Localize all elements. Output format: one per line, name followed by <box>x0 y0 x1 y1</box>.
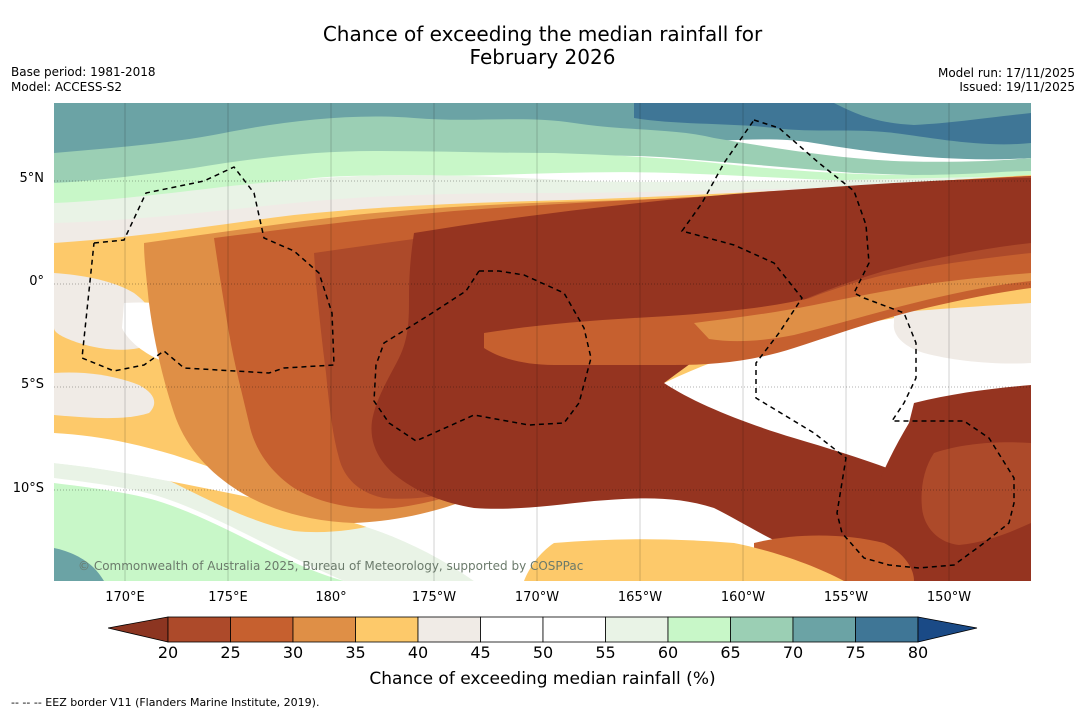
issued-label: Issued: 19/11/2025 <box>959 80 1075 94</box>
colorbar-segment <box>667 616 731 643</box>
colorbar-segment <box>542 616 606 643</box>
colorbar-segment <box>167 616 231 643</box>
colorbar-segment <box>230 616 294 643</box>
region-deep-teal-north <box>634 103 1031 145</box>
lat-tick-5n: 5°N <box>19 171 45 186</box>
region-yellow-southeast <box>524 539 844 581</box>
lon-tick-170w: 170°W <box>514 590 560 605</box>
lon-tick-170e: 170°E <box>105 590 145 605</box>
lon-tick-155w: 155°W <box>823 590 869 605</box>
colorbar-label: 30 <box>282 643 304 662</box>
map-gridlines <box>54 180 1031 491</box>
map-meridians <box>124 103 950 581</box>
colorbar-segment <box>792 616 856 643</box>
eez-border-phoenix <box>373 270 592 442</box>
region-beige-west-2 <box>54 372 155 419</box>
colorbar-label: 50 <box>532 643 554 662</box>
region-green-north <box>54 116 1031 188</box>
region-brown-southeast <box>921 442 1031 545</box>
colorbar-segment <box>855 616 919 643</box>
chart-title-line1: Chance of exceeding the median rainfall … <box>322 22 763 46</box>
base-period-label: Base period: 1981-2018 <box>11 65 156 79</box>
eez-borders <box>81 119 1015 569</box>
colorbar-label: 55 <box>595 643 616 662</box>
colorbar-over-arrow <box>917 616 978 643</box>
lat-tick-0: 0° <box>29 274 44 289</box>
rainfall-probability-map <box>54 103 1031 581</box>
chart-title-line2: February 2026 <box>469 45 616 69</box>
region-deep-brown-core <box>371 178 1031 575</box>
colorbar-title: Chance of exceeding median rainfall (%) <box>369 669 716 689</box>
colorbar-segment <box>355 616 419 643</box>
colorbar-label: 75 <box>845 643 866 662</box>
colorbar-label: 80 <box>907 643 929 662</box>
region-light-green-north <box>54 151 1031 208</box>
colorbar-segment <box>605 616 669 643</box>
region-green-southwest <box>54 483 344 581</box>
colorbar-under-arrow <box>108 616 169 643</box>
lat-tick-10s: 10°S <box>12 481 44 496</box>
model-run-label: Model run: 17/11/2025 <box>937 66 1075 80</box>
lon-tick-165w: 165°W <box>617 590 663 605</box>
region-pale-green-north <box>54 175 1031 228</box>
eez-legend-footer: -- -- -- EEZ border V11 (Flanders Marine… <box>11 696 320 709</box>
colorbar-label: 35 <box>345 643 366 662</box>
copyright-notice: © Commonwealth of Australia 2025, Bureau… <box>78 559 584 573</box>
colorbar-segment <box>480 616 544 643</box>
colorbar-label: 45 <box>470 643 491 662</box>
colorbar-label: 25 <box>220 643 241 662</box>
colorbar-segments <box>167 616 919 643</box>
lon-tick-175w: 175°W <box>411 590 457 605</box>
lon-tick-175e: 175°E <box>208 590 248 605</box>
colorbar-label: 65 <box>720 643 741 662</box>
colorbar-label: 70 <box>782 643 804 662</box>
eez-border-kiribati-gilbert <box>81 166 335 374</box>
lon-tick-150w: 150°W <box>926 590 972 605</box>
lon-tick-180: 180° <box>315 590 347 605</box>
lat-tick-5s: 5°S <box>20 377 44 392</box>
lon-tick-160w: 160°W <box>720 590 766 605</box>
region-orange-tongue <box>484 261 1031 365</box>
colorbar-label: 60 <box>657 643 679 662</box>
region-light-orange-tongue <box>694 273 1031 342</box>
colorbar-label: 20 <box>157 643 179 662</box>
region-beige-east <box>893 301 1031 364</box>
eez-border-line-islands <box>680 119 1015 569</box>
colorbar-segment <box>292 616 356 643</box>
colorbar-segment <box>417 616 481 643</box>
colorbar-label: 40 <box>407 643 429 662</box>
region-teal-southwest <box>54 548 104 581</box>
colorbar-segment <box>730 616 794 643</box>
model-label: Model: ACCESS-S2 <box>11 80 123 94</box>
colorbar <box>108 616 978 643</box>
